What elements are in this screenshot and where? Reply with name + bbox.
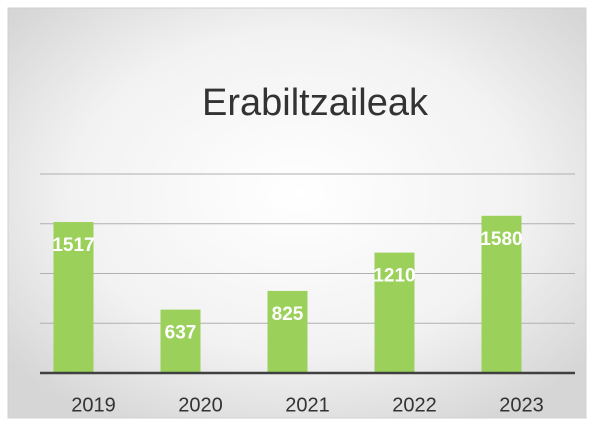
x-tick-label: 2021	[285, 394, 330, 416]
data-label: 825	[272, 304, 304, 325]
bar	[160, 309, 201, 373]
data-label: 1210	[373, 266, 415, 287]
data-label: 1517	[52, 235, 94, 256]
bar	[53, 222, 94, 373]
data-label: 637	[165, 323, 197, 344]
bar	[481, 215, 522, 373]
bar	[374, 252, 415, 373]
bar	[267, 290, 308, 373]
x-tick-label: 2022	[392, 394, 437, 416]
data-label: 1580	[480, 229, 522, 250]
x-tick-label: 2020	[178, 394, 223, 416]
chart-title: Erabiltzaileak	[202, 82, 429, 124]
x-tick-label: 2019	[71, 394, 116, 416]
x-tick-label: 2023	[499, 394, 544, 416]
